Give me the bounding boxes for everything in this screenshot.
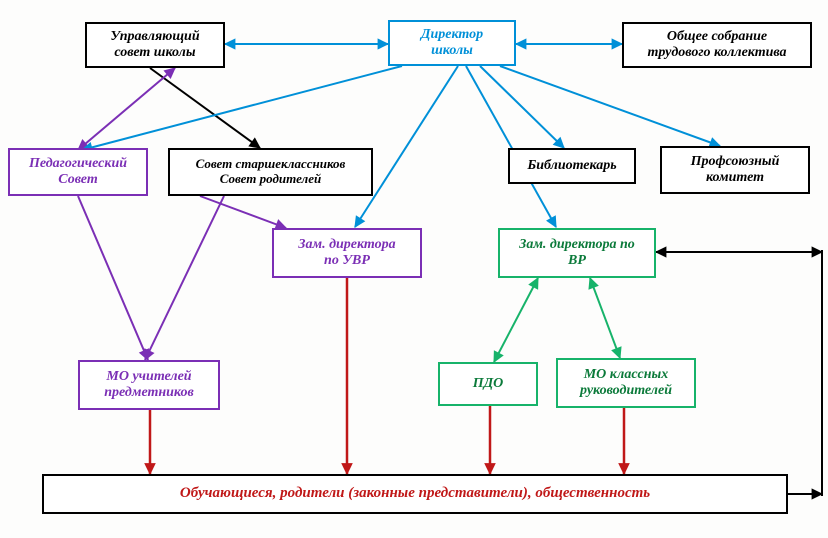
edge <box>200 196 286 228</box>
edge <box>494 278 538 362</box>
edge <box>150 68 260 148</box>
edge <box>82 66 402 150</box>
node-students: Обучающиеся, родители (законные представ… <box>42 474 788 514</box>
node-pdo: ПДО <box>438 362 538 406</box>
node-zam-uvr: Зам. директора по УВР <box>272 228 422 278</box>
edge <box>466 66 556 227</box>
node-mo-class: МО классных руководителей <box>556 358 696 408</box>
edge <box>78 196 148 360</box>
node-mo-teachers: МО учителей предметников <box>78 360 220 410</box>
edge <box>590 278 620 358</box>
edge <box>145 196 224 360</box>
edge <box>355 66 458 227</box>
node-zam-vr: Зам. директора по ВР <box>498 228 656 278</box>
edge <box>78 68 175 150</box>
edge <box>480 66 564 148</box>
node-governing-council: Управляющий совет школы <box>85 22 225 68</box>
node-ped-council: Педагогический Совет <box>8 148 148 196</box>
edge <box>500 66 720 146</box>
node-union: Профсоюзный комитет <box>660 146 810 194</box>
node-senior-parents: Совет старшеклассников Совет родителей <box>168 148 373 196</box>
node-librarian: Библиотекарь <box>508 148 636 184</box>
node-general-meeting: Общее собрание трудового коллектива <box>622 22 812 68</box>
node-director: Директор школы <box>388 20 516 66</box>
